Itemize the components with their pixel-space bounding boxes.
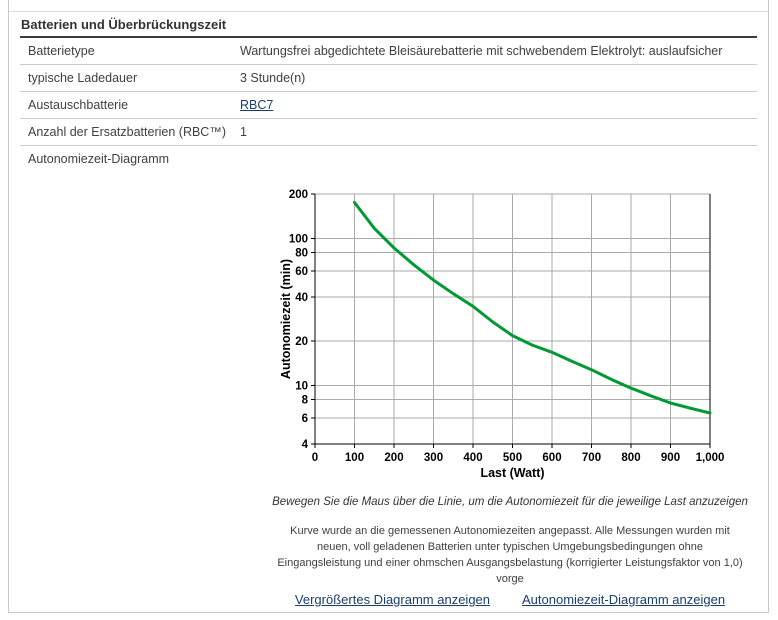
svg-text:100: 100 [289,233,308,245]
runtime-chart-figure: 200 100 80 60 40 20 10 8 6 4 0 100 200 300 400 500 600 70… [245,184,775,607]
spec-row-runtime-chart: Autonomiezeit-Diagramm [20,146,757,172]
svg-text:900: 900 [661,452,680,464]
disclaimer-line: Eingangsleistung und einer ohmschen Ausg… [277,557,743,569]
svg-text:6: 6 [302,413,308,425]
spec-label: Autonomiezeit-Diagramm [28,152,170,166]
disclaimer-line: neuen, voll geladenen Batterien unter ty… [317,541,703,553]
svg-text:0: 0 [312,452,318,464]
svg-text:8: 8 [302,395,309,407]
svg-text:800: 800 [621,452,640,464]
svg-text:200: 200 [384,452,403,464]
runtime-chart: 200 100 80 60 40 20 10 8 6 40 100 200 300 400 500 600 70… [280,189,725,480]
svg-text:60: 60 [295,266,308,278]
chart-links: Vergrößertes Diagramm anzeigen Autonomie… [245,592,775,607]
svg-text:10: 10 [295,380,308,392]
chart-hover-hint: Bewegen Sie die Maus über die Linie, um … [272,496,748,508]
spec-row-battery-type: Batterietype Wartungsfrei abgedichtete B… [20,38,757,65]
svg-text:40: 40 [295,292,308,304]
replacement-battery-link[interactable]: RBC7 [240,98,274,112]
spec-value: 1 [240,125,247,139]
chart-tick-labels: 200 100 80 60 40 20 10 8 6 40 100 200 300 400 500 600 70… [289,189,725,464]
chart-axes [311,193,711,448]
svg-text:500: 500 [503,452,522,464]
spec-label: Batterietype [28,44,95,58]
panel-top-divider [9,11,768,12]
spec-row-battery-count: Anzahl der Ersatzbatterien (RBC™) 1 [20,119,757,146]
svg-text:600: 600 [542,452,561,464]
chart-gridlines [315,193,710,444]
svg-text:300: 300 [424,452,443,464]
chart-disclaimer: Kurve wurde an die gemessenen Autonomiez… [245,523,775,587]
svg-text:20: 20 [295,336,308,348]
svg-text:100: 100 [345,452,364,464]
spec-label: Anzahl der Ersatzbatterien (RBC™) [28,125,226,139]
spec-row-charge-time: typische Ladedauer 3 Stunde(n) [20,65,757,92]
svg-text:4: 4 [302,439,309,451]
spec-value: Wartungsfrei abgedichtete Bleisäurebatte… [240,44,723,58]
disclaimer-line: Kurve wurde an die gemessenen Autonomiez… [290,525,730,537]
runtime-curve[interactable] [353,201,712,415]
chart-x-axis-title: Last (Watt) [480,466,544,480]
spec-row-replacement-battery: Austauschbatterie RBC7 [20,92,757,119]
svg-text:200: 200 [289,189,308,201]
battery-spec-panel: Batterien und Überbrückungszeit Batterie… [8,0,769,613]
svg-text:80: 80 [295,248,308,260]
disclaimer-line: vorge [496,573,524,585]
svg-text:1,000: 1,000 [696,452,725,464]
chart-y-axis-title: Autonomiezeit (min) [280,259,293,379]
svg-text:400: 400 [463,452,482,464]
spec-label: typische Ladedauer [28,71,138,85]
spec-label: Austauschbatterie [28,98,129,112]
svg-text:700: 700 [582,452,601,464]
section-title: Batterien und Überbrückungszeit [20,12,757,38]
spec-value: 3 Stunde(n) [240,71,306,85]
runtime-chart-link[interactable]: Autonomiezeit-Diagramm anzeigen [522,592,726,607]
enlarge-chart-link[interactable]: Vergrößertes Diagramm anzeigen [294,592,491,607]
